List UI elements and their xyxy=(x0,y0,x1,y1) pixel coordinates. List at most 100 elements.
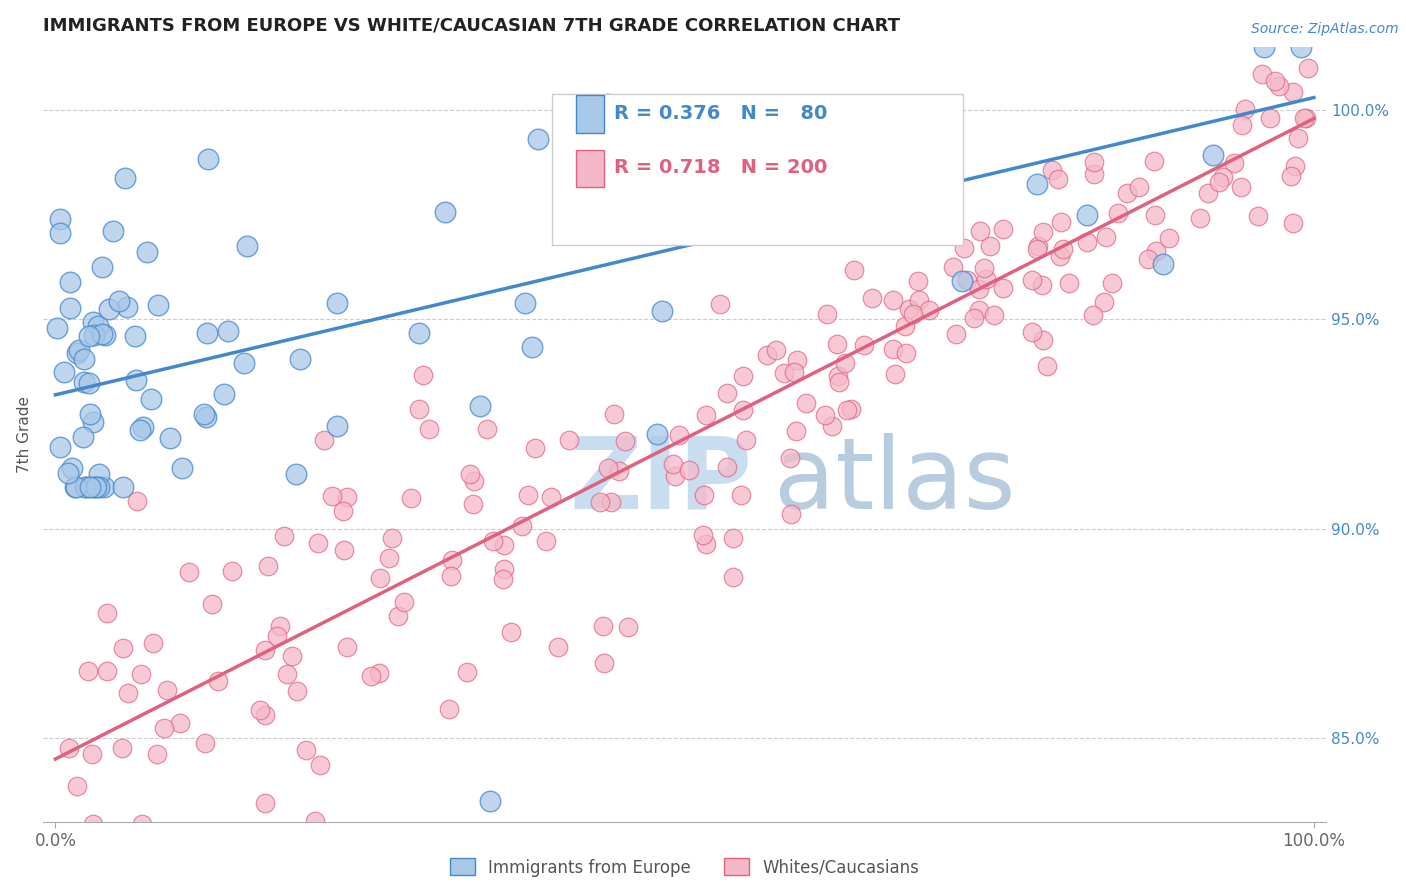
Point xyxy=(1026,242,1049,256)
Point xyxy=(1095,230,1118,244)
Point xyxy=(837,403,859,417)
Point xyxy=(304,814,326,828)
Point xyxy=(478,794,501,808)
Point xyxy=(492,538,515,552)
Point xyxy=(460,467,482,482)
Point xyxy=(734,434,756,448)
Point xyxy=(456,665,478,680)
Point xyxy=(1230,118,1253,132)
Point xyxy=(125,373,148,387)
Point xyxy=(692,488,714,502)
Point xyxy=(825,336,848,351)
Point xyxy=(156,683,179,698)
Point xyxy=(979,239,1001,253)
Point xyxy=(1152,257,1174,271)
Point xyxy=(325,419,347,434)
Point xyxy=(197,152,219,166)
Point xyxy=(217,324,239,338)
Point xyxy=(1291,40,1313,54)
Point xyxy=(418,422,440,436)
Point xyxy=(898,302,921,317)
Point xyxy=(131,420,153,434)
Point xyxy=(1032,333,1054,347)
Point xyxy=(115,300,138,314)
Point xyxy=(221,564,243,578)
Point xyxy=(58,740,80,755)
Point xyxy=(131,816,153,830)
Point xyxy=(73,352,96,367)
Point xyxy=(730,487,752,501)
Point xyxy=(547,640,569,654)
Point xyxy=(93,480,115,494)
Point xyxy=(439,701,461,715)
Point xyxy=(368,665,391,680)
Point xyxy=(48,227,70,241)
Point xyxy=(84,480,107,494)
Point xyxy=(589,495,612,509)
Point xyxy=(1264,74,1286,88)
Point xyxy=(974,271,997,285)
Point xyxy=(692,528,714,542)
Point xyxy=(513,295,536,310)
Point xyxy=(860,291,883,305)
Point xyxy=(73,480,96,494)
Point xyxy=(1021,325,1043,339)
Point xyxy=(1157,231,1180,245)
Point xyxy=(969,224,991,238)
Point xyxy=(87,480,110,494)
Point xyxy=(49,211,72,226)
Point xyxy=(967,282,990,296)
Point xyxy=(193,407,215,421)
Point xyxy=(114,170,136,185)
Point xyxy=(461,497,484,511)
Point xyxy=(336,490,359,504)
Point xyxy=(1188,211,1211,226)
Point xyxy=(827,369,849,384)
Point xyxy=(378,550,401,565)
Point xyxy=(117,686,139,700)
Point xyxy=(408,402,430,417)
Point xyxy=(127,494,149,508)
Point xyxy=(77,376,100,390)
Point xyxy=(1076,235,1098,250)
Point xyxy=(59,275,82,289)
Point xyxy=(918,302,941,317)
Point xyxy=(82,415,104,429)
Point xyxy=(440,569,463,583)
Point xyxy=(1057,276,1080,290)
Point xyxy=(124,329,146,343)
Point xyxy=(557,433,579,447)
Point xyxy=(1076,208,1098,222)
Point xyxy=(828,375,851,389)
Point xyxy=(84,480,107,494)
Point xyxy=(1143,208,1166,222)
Point xyxy=(945,327,967,342)
Point xyxy=(269,619,291,633)
Point xyxy=(152,721,174,735)
Point xyxy=(307,536,329,550)
Point xyxy=(59,301,82,315)
Point xyxy=(136,245,159,260)
Point xyxy=(821,419,844,434)
Point xyxy=(79,407,101,421)
Point xyxy=(517,488,540,502)
Point xyxy=(1083,308,1105,322)
Point xyxy=(794,396,817,410)
Point xyxy=(1279,169,1302,183)
Point xyxy=(1251,67,1274,81)
Point xyxy=(1092,295,1115,310)
Point xyxy=(82,817,104,831)
Point xyxy=(111,741,134,756)
Point xyxy=(401,491,423,506)
Text: ZIP: ZIP xyxy=(569,433,752,530)
Point xyxy=(815,307,838,321)
Point xyxy=(80,480,103,494)
Point xyxy=(207,674,229,689)
Point xyxy=(695,408,717,422)
Point xyxy=(266,629,288,643)
Point xyxy=(499,625,522,640)
Point xyxy=(1197,186,1219,200)
Point xyxy=(72,430,94,444)
Point xyxy=(716,385,738,400)
Point xyxy=(1107,206,1129,220)
